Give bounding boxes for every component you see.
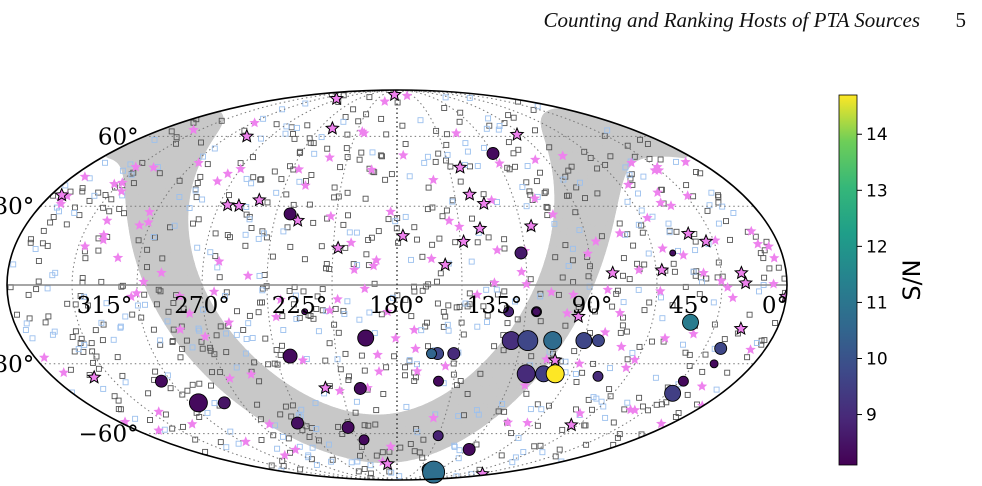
page-number: 5 (955, 8, 967, 32)
map-area: 315°270°225°180°135°90°45°0°60°30°−30°−6… (0, 89, 788, 484)
running-title: Counting and Ranking Hosts of PTA Source… (543, 8, 920, 32)
page-header: Counting and Ranking Hosts of PTA Source… (0, 6, 982, 36)
